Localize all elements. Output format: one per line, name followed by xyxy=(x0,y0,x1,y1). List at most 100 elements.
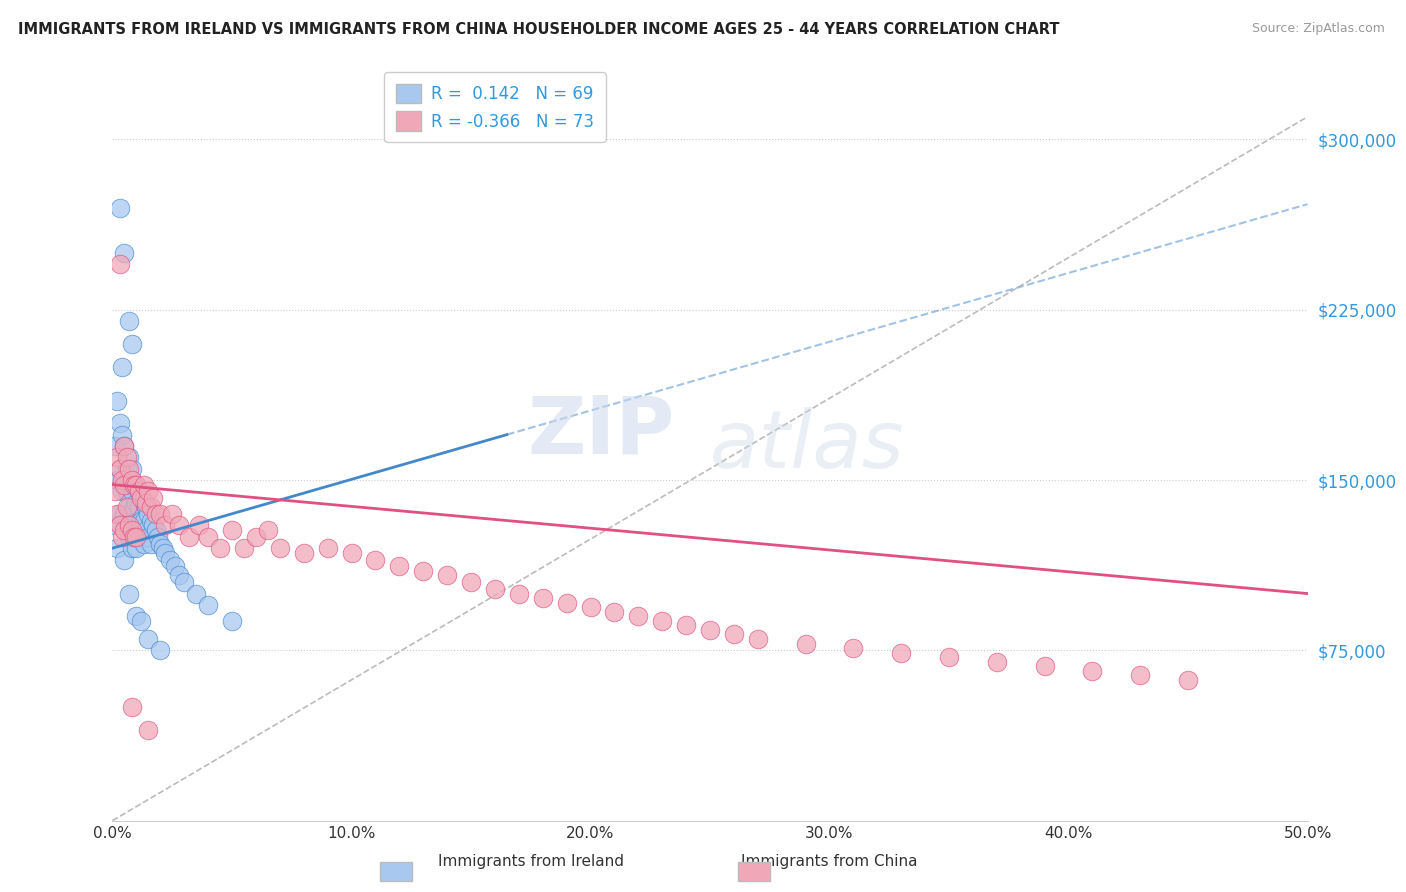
Point xyxy=(115,518,138,533)
Point xyxy=(388,559,411,574)
Point xyxy=(118,477,141,491)
Point xyxy=(125,477,148,491)
Point xyxy=(699,623,721,637)
Point xyxy=(115,484,138,499)
Point xyxy=(125,514,148,528)
Point xyxy=(221,523,243,537)
Point xyxy=(129,614,152,628)
Point xyxy=(111,473,134,487)
Point xyxy=(627,609,650,624)
Point xyxy=(257,523,280,537)
Point xyxy=(135,500,157,515)
Point xyxy=(162,507,183,521)
Point xyxy=(149,536,172,550)
Point xyxy=(108,257,131,271)
Point xyxy=(108,461,131,475)
Point xyxy=(125,477,148,491)
Point xyxy=(128,484,150,499)
Point xyxy=(105,450,128,465)
Text: Immigrants from Ireland: Immigrants from Ireland xyxy=(437,855,624,870)
Point xyxy=(1033,659,1056,673)
Point xyxy=(460,575,482,590)
Point xyxy=(125,496,148,510)
Point xyxy=(132,496,155,510)
Point xyxy=(122,477,145,491)
Point xyxy=(531,591,554,606)
Point xyxy=(890,646,912,660)
Point xyxy=(115,500,138,515)
Text: IMMIGRANTS FROM IRELAND VS IMMIGRANTS FROM CHINA HOUSEHOLDER INCOME AGES 25 - 44: IMMIGRANTS FROM IRELAND VS IMMIGRANTS FR… xyxy=(18,22,1060,37)
Point xyxy=(132,477,155,491)
Point xyxy=(114,552,135,566)
Point xyxy=(152,541,174,556)
Point xyxy=(145,523,167,537)
Point xyxy=(163,559,186,574)
Text: Immigrants from China: Immigrants from China xyxy=(741,855,918,870)
Point xyxy=(121,473,143,487)
Point xyxy=(153,546,176,560)
Point xyxy=(108,201,131,215)
Point xyxy=(121,700,143,714)
Point xyxy=(153,518,176,533)
Point xyxy=(142,491,165,506)
Point xyxy=(121,507,143,521)
Point xyxy=(187,518,209,533)
Point xyxy=(118,500,141,515)
Point xyxy=(173,575,195,590)
Point xyxy=(186,586,208,600)
Point xyxy=(138,484,160,499)
Point xyxy=(122,500,145,515)
Point xyxy=(129,491,152,506)
Point xyxy=(121,541,143,556)
Point xyxy=(118,314,141,328)
Point xyxy=(122,530,145,544)
Point xyxy=(139,514,162,528)
Point xyxy=(197,530,219,544)
Point xyxy=(121,336,143,351)
Point xyxy=(104,484,127,499)
Point xyxy=(555,596,578,610)
Point xyxy=(104,518,127,533)
Point xyxy=(128,500,150,515)
Point xyxy=(115,461,138,475)
Point xyxy=(132,536,155,550)
Point xyxy=(412,564,434,578)
Point xyxy=(122,477,145,491)
Point xyxy=(121,461,143,475)
Point xyxy=(484,582,506,596)
Point xyxy=(142,518,165,533)
Point xyxy=(579,600,602,615)
Point xyxy=(115,450,138,465)
Point xyxy=(603,605,626,619)
Point xyxy=(111,484,134,499)
Point xyxy=(269,541,291,556)
Point xyxy=(138,530,160,544)
Point xyxy=(508,586,530,600)
Point xyxy=(986,655,1008,669)
Point xyxy=(104,439,127,453)
Point xyxy=(105,541,128,556)
Point xyxy=(169,568,191,582)
Point xyxy=(364,552,387,566)
Point xyxy=(111,530,134,544)
Point xyxy=(135,496,157,510)
Point xyxy=(245,530,267,544)
Point xyxy=(138,507,160,521)
Point xyxy=(209,541,232,556)
Legend: R =  0.142   N = 69, R = -0.366   N = 73: R = 0.142 N = 69, R = -0.366 N = 73 xyxy=(384,72,606,143)
Point xyxy=(842,641,865,656)
Point xyxy=(121,523,143,537)
Point xyxy=(651,614,673,628)
Point xyxy=(111,359,134,374)
Point xyxy=(118,450,141,465)
Point xyxy=(145,507,167,521)
Point xyxy=(128,523,150,537)
Point xyxy=(108,461,131,475)
Point xyxy=(139,536,162,550)
Point xyxy=(111,427,134,442)
Point xyxy=(292,546,315,560)
Point xyxy=(114,439,135,453)
Point xyxy=(129,491,152,506)
Point xyxy=(169,518,191,533)
Point xyxy=(114,439,135,453)
